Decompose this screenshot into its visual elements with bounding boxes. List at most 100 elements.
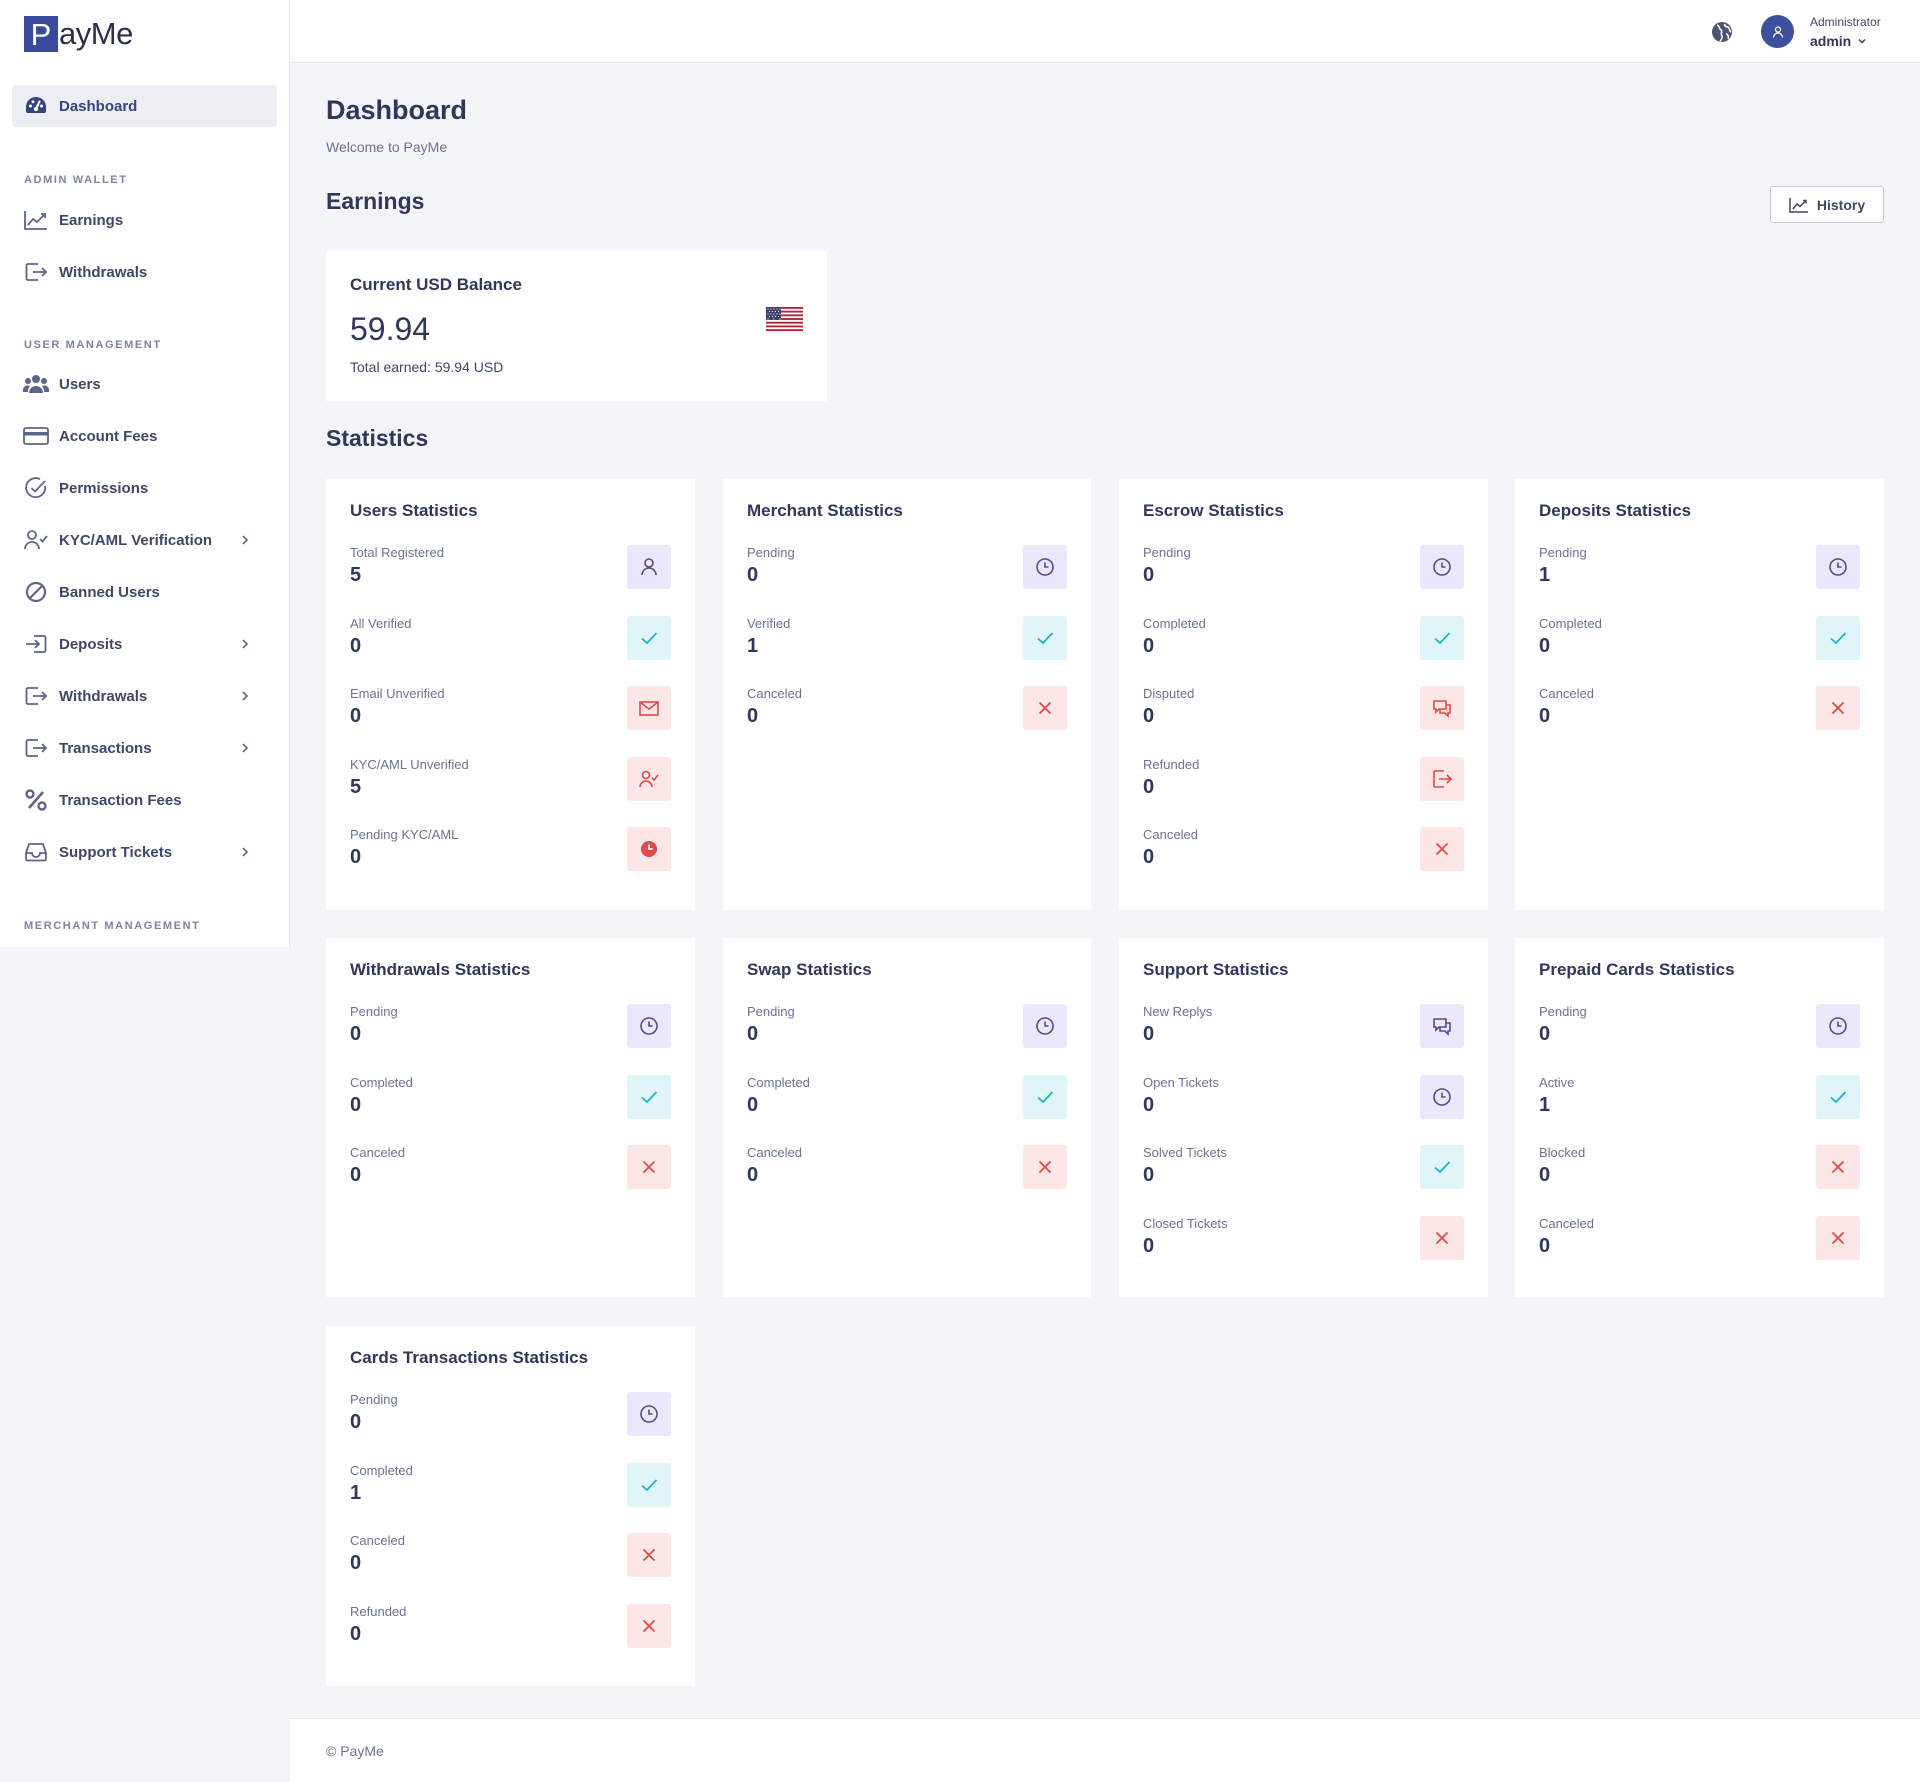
stat-row: Pending 0 [747,545,1067,595]
clock-icon [1023,545,1067,589]
envelope-icon [627,686,671,730]
stat-value: 0 [747,705,759,727]
history-button[interactable]: History [1770,186,1884,223]
stat-label: Pending [1539,1004,1587,1019]
stat-value: 0 [350,846,362,868]
avatar[interactable] [1761,15,1794,48]
stat-value: 1 [1539,564,1551,586]
stat-row: Pending 1 [1539,545,1860,595]
sidebar-item-permissions[interactable]: Permissions [12,467,277,509]
check-icon [627,1075,671,1119]
sidebar-item-support-tickets[interactable]: Support Tickets [12,831,277,873]
card-title: Prepaid Cards Statistics [1539,960,1735,979]
stat-label: All Verified [350,616,412,631]
user-menu[interactable]: admin [1810,33,1867,49]
us-flag-icon [766,307,803,331]
percent-icon [23,787,49,813]
stat-value: 0 [350,705,362,727]
close-icon [627,1604,671,1648]
sidebar-item-account-fees[interactable]: Account Fees [12,415,277,457]
stat-value: 0 [1143,776,1155,798]
sidebar-item-withdrawals[interactable]: Withdrawals [12,675,277,717]
ban-icon [23,579,49,605]
stat-label: Canceled [350,1533,405,1548]
stat-label: Pending [350,1004,398,1019]
footer-copyright: © PayMe [326,1743,384,1759]
stat-row: Pending 0 [350,1004,671,1054]
balance-card: Current USD Balance 59.94 Total earned: … [326,251,827,401]
close-icon [1023,686,1067,730]
sidebar-item-label: Earnings [59,211,124,229]
card-title: Support Statistics [1143,960,1289,979]
stat-row: Canceled 0 [1143,827,1464,877]
user-role: Administrator [1810,15,1881,29]
stat-row: Canceled 0 [1539,686,1860,736]
stat-label: Completed [1143,616,1206,631]
stat-value: 0 [1143,564,1155,586]
stat-label: Canceled [747,1145,802,1160]
sidebar-item-label: Support Tickets [59,843,173,861]
stat-label: Canceled [350,1145,405,1160]
stat-label: Completed [350,1075,413,1090]
deposits-statistics-card: Deposits Statistics Pending 1 Completed … [1515,479,1884,910]
stat-row: Pending KYC/AML 0 [350,827,671,877]
clock-icon [1420,1075,1464,1119]
stat-row: Disputed 0 [1143,686,1464,736]
stat-row: Open Tickets 0 [1143,1075,1464,1125]
logo-mark: P [24,16,58,52]
stat-row: Completed 0 [1539,616,1860,666]
stat-label: Refunded [1143,757,1200,772]
sidebar-item-label: Withdrawals [59,263,148,281]
sidebar-item-users[interactable]: Users [12,363,277,405]
stat-row: Canceled 0 [350,1145,671,1195]
chevron-right-icon [242,743,249,753]
sidebar-item-transaction-fees[interactable]: Transaction Fees [12,779,277,821]
stat-label: Canceled [747,686,802,701]
sign-in-icon [23,631,49,657]
clock-icon [627,1392,671,1436]
close-icon [1816,686,1860,730]
sidebar-item-earnings[interactable]: Earnings [12,199,277,241]
stat-label: Total Registered [350,545,444,560]
stat-label: Canceled [1143,827,1198,842]
stat-label: New Replys [1143,1004,1213,1019]
globe-icon[interactable] [1710,20,1734,44]
stat-row: Canceled 0 [747,686,1067,736]
stat-label: Canceled [1539,1216,1594,1231]
comments-icon [1420,1004,1464,1048]
chevron-right-icon [242,847,249,857]
card-title: Deposits Statistics [1539,501,1692,520]
payme-logo[interactable]: P ayMe [24,14,133,54]
stat-value: 0 [1143,705,1155,727]
check-icon [627,616,671,660]
stat-row: Verified 1 [747,616,1067,666]
stat-value: 5 [350,564,362,586]
sidebar-item-banned-users[interactable]: Banned Users [12,571,277,613]
dashboard-gauge-icon [23,93,49,119]
sidebar-item-deposits[interactable]: Deposits [12,623,277,665]
stat-row: Refunded 0 [1143,757,1464,807]
stat-label: Blocked [1539,1145,1586,1160]
stat-label: Completed [350,1463,413,1478]
cards-transactions-statistics-card: Cards Transactions Statistics Pending 0 … [326,1326,695,1686]
logo-text: ayMe [59,16,133,51]
sidebar-item-label: Deposits [59,635,123,653]
card-title: Escrow Statistics [1143,501,1284,520]
topbar: Administrator admin [290,0,1920,63]
sidebar-item-transactions[interactable]: Transactions [12,727,277,769]
history-button-label: History [1816,196,1866,213]
user-check-icon [627,757,671,801]
stat-value: 0 [747,564,759,586]
close-icon [627,1533,671,1577]
stat-value: 0 [1143,635,1155,657]
section-label-user-management: USER MANAGEMENT [24,339,162,351]
sidebar-item-dashboard[interactable]: Dashboard [12,85,277,127]
sidebar-item-withdrawals-wallet[interactable]: Withdrawals [12,251,277,293]
sidebar-item-kyc-aml[interactable]: KYC/AML Verification [12,519,277,561]
stat-label: Open Tickets [1143,1075,1219,1090]
stat-row: New Replys 0 [1143,1004,1464,1054]
sidebar-item-label: Account Fees [59,427,158,445]
escrow-statistics-card: Escrow Statistics Pending 0 Completed 0 … [1119,479,1488,910]
exchange-icon [23,735,49,761]
merchant-statistics-card: Merchant Statistics Pending 0 Verified 1… [723,479,1091,910]
